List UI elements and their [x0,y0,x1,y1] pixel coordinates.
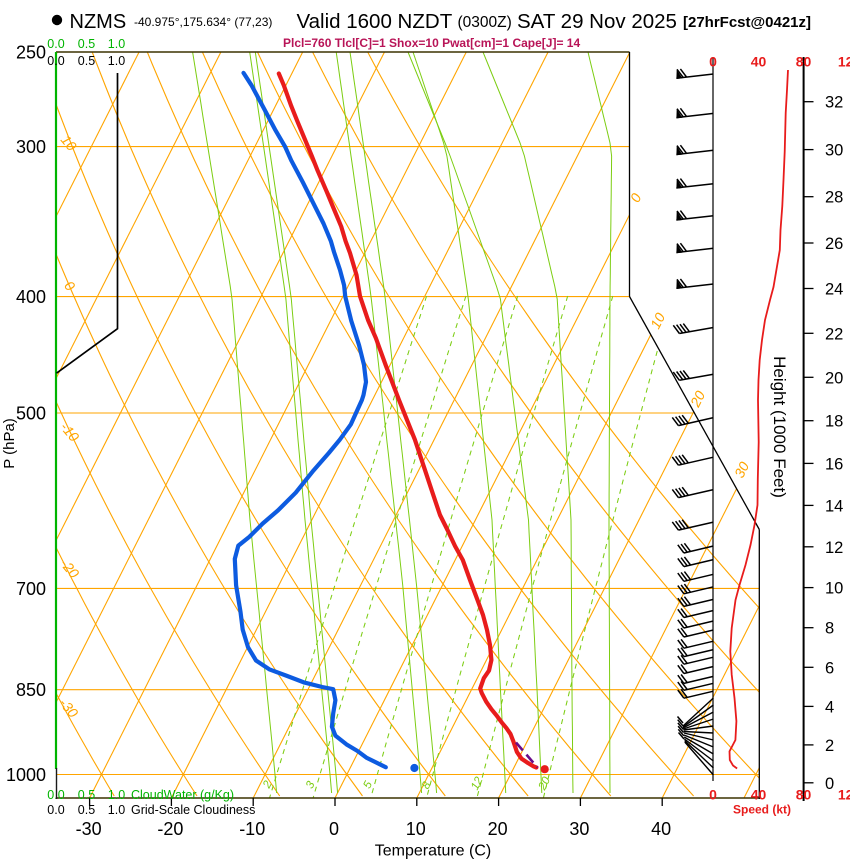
svg-text:0: 0 [709,787,717,803]
svg-text:1000: 1000 [6,765,46,785]
svg-text:[27hrFcst@0421z]: [27hrFcst@0421z] [683,14,811,31]
svg-text:80: 80 [796,787,812,803]
svg-text:12: 12 [469,775,486,792]
svg-text:1.0: 1.0 [108,37,125,51]
svg-text:0.0: 0.0 [47,803,64,817]
svg-text:P (hPa): P (hPa) [1,418,18,469]
svg-text:120: 120 [838,54,850,70]
svg-text:0.5: 0.5 [78,37,95,51]
svg-text:300: 300 [16,137,46,157]
svg-text:80: 80 [796,54,812,70]
svg-text:20: 20 [686,388,708,410]
svg-text:5: 5 [362,779,376,791]
svg-text:22: 22 [825,325,843,343]
svg-text:14: 14 [825,497,843,515]
svg-text:0.0: 0.0 [47,54,64,68]
svg-text:-10: -10 [239,819,265,839]
svg-text:8: 8 [825,620,834,638]
svg-text:400: 400 [16,287,46,307]
svg-text:8: 8 [420,780,434,792]
svg-text:40: 40 [651,819,671,839]
svg-text:1.0: 1.0 [108,788,125,802]
svg-text:CloudWater (g/Kg): CloudWater (g/Kg) [131,788,234,802]
svg-text:32: 32 [825,94,843,112]
svg-text:30: 30 [569,819,589,839]
svg-text:30: 30 [825,142,843,160]
svg-text:Valid 1600 NZDT: Valid 1600 NZDT [297,10,453,33]
svg-text:24: 24 [825,281,843,299]
svg-text:Plcl=760 Tlcl[C]=1 Shox=10 Pwa: Plcl=760 Tlcl[C]=1 Shox=10 Pwat[cm]=1 Ca… [283,36,580,50]
svg-text:Height (1000 Feet): Height (1000 Feet) [770,356,789,498]
svg-text:1.0: 1.0 [108,803,125,817]
svg-text:120: 120 [838,787,850,803]
svg-text:20: 20 [825,369,843,387]
svg-text:NZMS: NZMS [70,11,127,33]
svg-text:0: 0 [329,819,339,839]
svg-text:30: 30 [731,459,752,480]
svg-text:Grid-Scale Cloudiness: Grid-Scale Cloudiness [131,803,255,817]
svg-text:0.0: 0.0 [47,37,64,51]
svg-text:20: 20 [488,819,508,839]
svg-text:40: 40 [751,54,767,70]
svg-text:16: 16 [825,455,843,473]
svg-text:4: 4 [825,698,834,716]
svg-text:20: 20 [536,775,553,793]
svg-text:40: 40 [751,787,767,803]
svg-text:28: 28 [825,189,843,207]
svg-text:0.5: 0.5 [78,54,95,68]
svg-text:12: 12 [825,539,843,557]
svg-text:3: 3 [304,779,318,791]
svg-text:26: 26 [825,235,843,253]
svg-text:Speed (kt): Speed (kt) [733,803,791,817]
svg-text:0.5: 0.5 [78,788,95,802]
svg-text:-20: -20 [157,819,183,839]
svg-text:SAT 29 Nov 2025: SAT 29 Nov 2025 [517,10,677,33]
svg-text:6: 6 [825,659,834,677]
svg-text:18: 18 [825,413,843,431]
svg-text:0.5: 0.5 [78,803,95,817]
svg-text:500: 500 [16,404,46,424]
svg-text:850: 850 [16,680,46,700]
svg-text:10: 10 [406,819,426,839]
svg-text:250: 250 [16,43,46,63]
svg-text:10: 10 [825,580,843,598]
svg-text:1.0: 1.0 [108,54,125,68]
svg-text:(0300Z): (0300Z) [458,14,512,31]
svg-text:2: 2 [825,737,834,755]
svg-text:0: 0 [709,54,717,70]
svg-text:10: 10 [647,310,668,331]
svg-text:0: 0 [825,775,834,793]
svg-text:-40.975°,175.634° (77,23): -40.975°,175.634° (77,23) [134,15,272,29]
svg-text:700: 700 [16,579,46,599]
svg-text:Temperature (C): Temperature (C) [375,843,491,860]
svg-text:-30: -30 [76,819,102,839]
